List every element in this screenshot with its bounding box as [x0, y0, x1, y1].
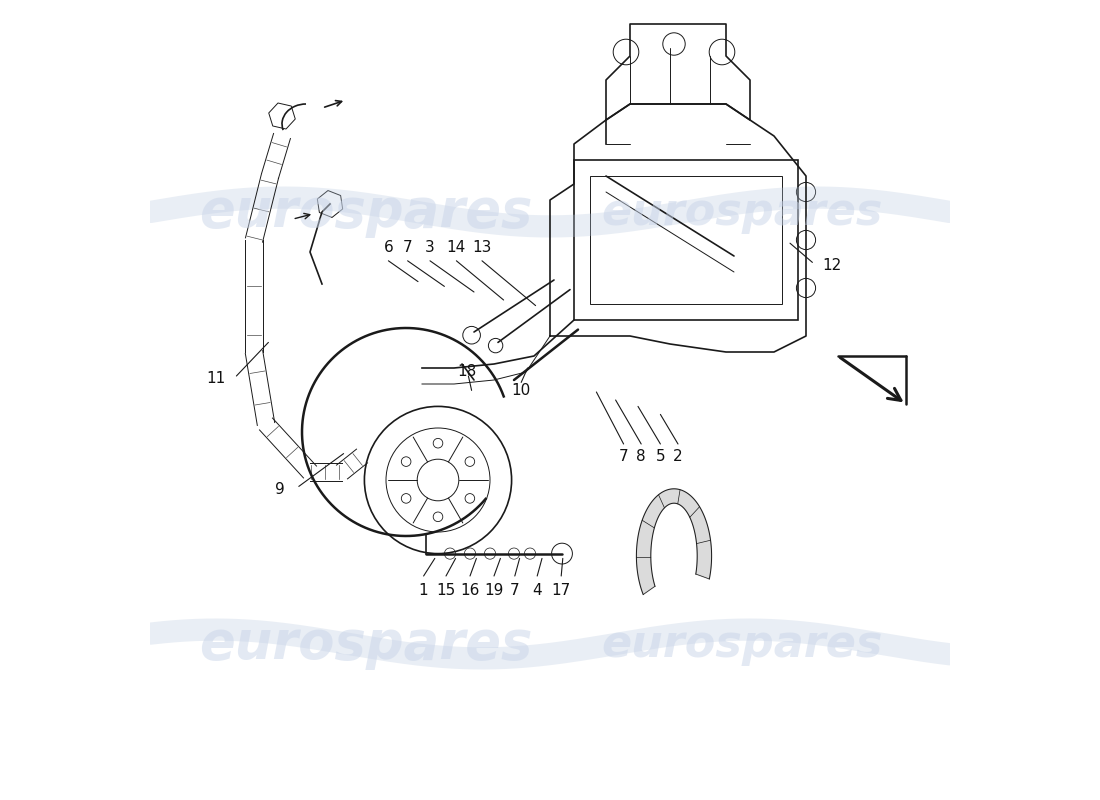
Polygon shape: [637, 489, 712, 594]
Text: 10: 10: [512, 383, 531, 398]
Text: 4: 4: [532, 583, 542, 598]
Text: 7: 7: [403, 241, 412, 255]
Text: 2: 2: [673, 450, 683, 464]
Text: eurospares: eurospares: [199, 618, 532, 670]
Text: 15: 15: [437, 583, 455, 598]
Text: 5: 5: [656, 450, 666, 464]
Text: 7: 7: [510, 583, 519, 598]
Text: 8: 8: [637, 450, 646, 464]
Text: 3: 3: [425, 241, 435, 255]
Text: 9: 9: [275, 482, 285, 497]
Text: eurospares: eurospares: [199, 186, 532, 238]
Text: 14: 14: [447, 241, 466, 255]
Text: 12: 12: [822, 258, 842, 273]
Text: eurospares: eurospares: [602, 190, 882, 234]
Text: 17: 17: [551, 583, 571, 598]
Text: 19: 19: [484, 583, 504, 598]
Text: eurospares: eurospares: [602, 622, 882, 666]
Text: 13: 13: [472, 241, 492, 255]
Text: 7: 7: [619, 450, 628, 464]
Text: 1: 1: [419, 583, 428, 598]
Text: 18: 18: [458, 365, 476, 379]
Text: 6: 6: [384, 241, 394, 255]
Text: 11: 11: [206, 371, 225, 386]
Text: 16: 16: [460, 583, 480, 598]
